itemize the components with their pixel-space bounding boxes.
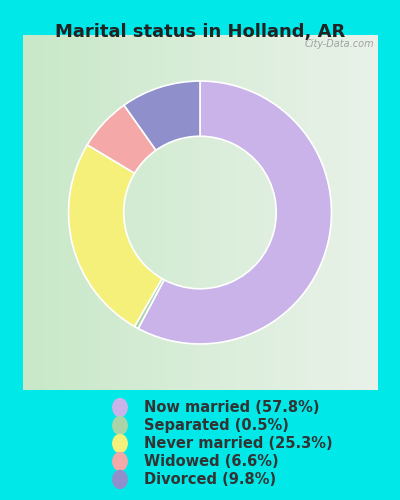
Text: Marital status in Holland, AR: Marital status in Holland, AR [55,24,345,42]
Wedge shape [134,278,164,328]
Text: Never married (25.3%): Never married (25.3%) [144,436,333,451]
Wedge shape [68,145,162,326]
Text: Widowed (6.6%): Widowed (6.6%) [144,454,279,469]
Text: Divorced (9.8%): Divorced (9.8%) [144,472,276,487]
Wedge shape [124,81,200,150]
Wedge shape [138,81,332,344]
Wedge shape [87,105,156,174]
Text: Separated (0.5%): Separated (0.5%) [144,418,289,433]
Text: Now married (57.8%): Now married (57.8%) [144,400,320,415]
Text: City-Data.com: City-Data.com [304,38,374,48]
